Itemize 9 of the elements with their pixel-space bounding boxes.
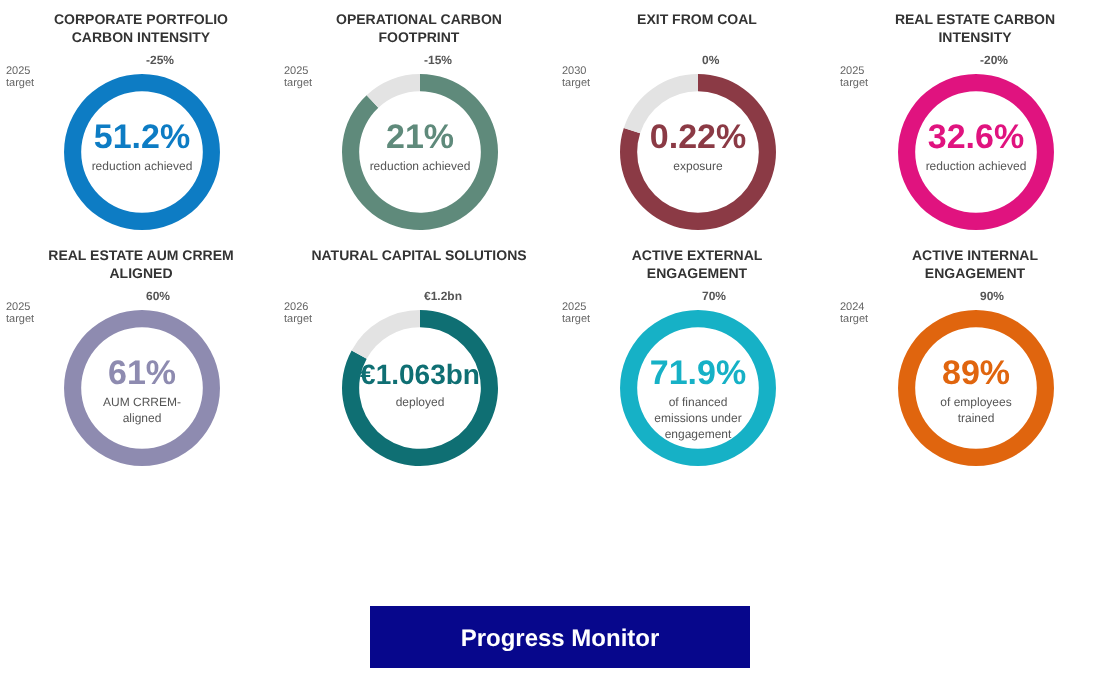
- text: €1.063bn: [360, 356, 480, 394]
- text: 51.2%: [91, 118, 193, 158]
- text: 32.6%: [925, 118, 1027, 158]
- text: 21%: [383, 118, 457, 158]
- text: 0.22%: [647, 118, 749, 158]
- text: 71.9%: [647, 354, 749, 394]
- text: 89%: [939, 354, 1013, 394]
- text: 61%: [105, 354, 179, 394]
- text: Progress Monitor: [370, 606, 750, 668]
